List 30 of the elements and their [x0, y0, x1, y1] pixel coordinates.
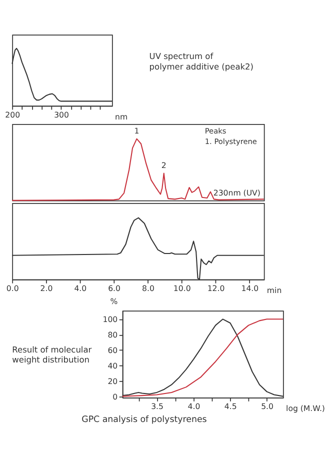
- x-axis-title: nm: [115, 112, 128, 122]
- x-tick-label: 8.0: [142, 284, 154, 294]
- x-tick-label: 3.5: [151, 402, 164, 412]
- y-tick-label: 40: [108, 361, 118, 370]
- text: Result of molecular weight distribution: [12, 344, 92, 365]
- x-axis-title: log (M.W.): [286, 404, 325, 413]
- text: GPC analysis of polystyrenes: [82, 414, 208, 425]
- annotation: 2: [161, 161, 166, 170]
- y-axis-title: %: [110, 297, 118, 306]
- x-tick-label: 4.0: [188, 402, 200, 412]
- x-tick-label: 5.0: [261, 402, 274, 412]
- annotation: 1: [134, 126, 140, 136]
- x-tick-label: 12.0: [207, 284, 225, 294]
- text: UV spectrum of polymer additive (peak2): [149, 50, 254, 72]
- x-tick-label: 4.0: [74, 284, 87, 294]
- x-tick-label: 200: [5, 110, 20, 120]
- x-tick-label: 6.0: [108, 284, 121, 294]
- x-tick-label: 10.0: [173, 284, 191, 294]
- y-tick-label: 0: [112, 392, 118, 402]
- y-tick-label: 80: [108, 330, 118, 340]
- x-axis-title: min: [266, 286, 282, 295]
- series-label: 230nm (UV): [213, 188, 260, 198]
- x-tick-label: 300: [54, 110, 69, 120]
- y-tick-label: 20: [108, 376, 118, 386]
- y-tick-label: 60: [108, 346, 118, 356]
- y-tick-label: 100: [102, 315, 118, 324]
- x-tick-label: 14.0: [241, 284, 259, 294]
- x-tick-label: 2.0: [40, 284, 53, 294]
- x-tick-label: 4.5: [224, 402, 237, 412]
- x-tick-label: 0.0: [6, 284, 19, 294]
